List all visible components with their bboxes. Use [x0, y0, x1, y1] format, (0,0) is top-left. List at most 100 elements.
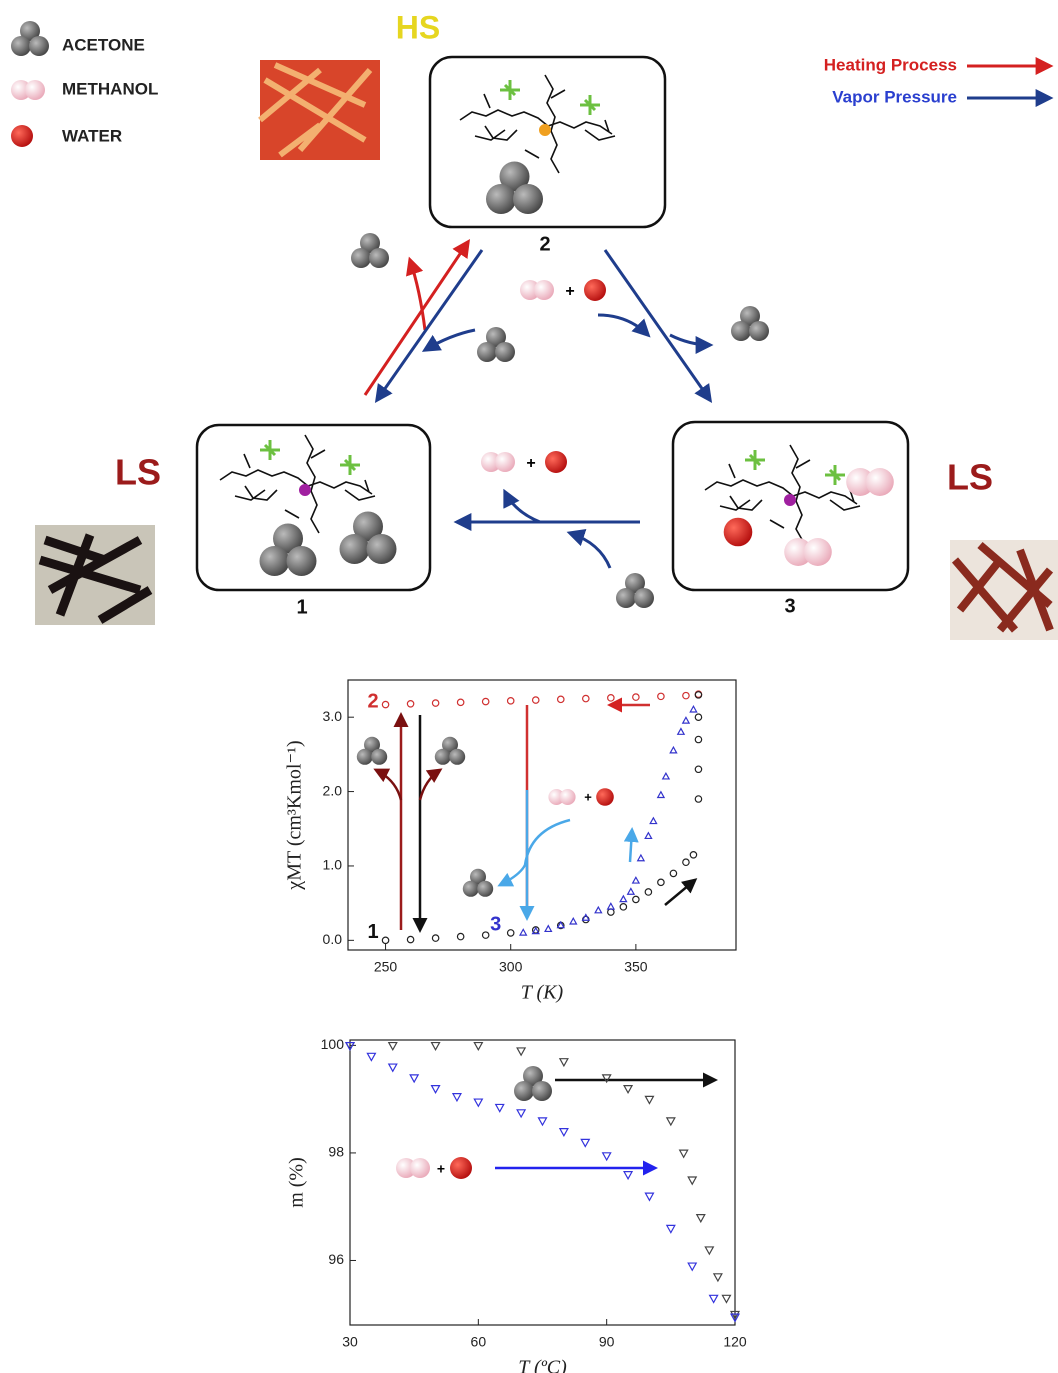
- data-point: [695, 796, 701, 802]
- annotation: 2: [367, 691, 378, 713]
- data-point: [457, 933, 463, 939]
- legend-methanol: METHANOL: [62, 79, 158, 98]
- methanol-icon: [481, 452, 515, 472]
- data-point: [382, 701, 388, 707]
- data-point: [645, 1193, 653, 1200]
- y-tick-label: 0.0: [323, 931, 343, 947]
- acetone-icon: [11, 21, 49, 56]
- plus-sign: +: [526, 455, 535, 472]
- data-point: [680, 1150, 688, 1157]
- data-point: [560, 1129, 568, 1136]
- data-point: [683, 717, 689, 723]
- legend-vapor: Vapor Pressure: [832, 87, 957, 106]
- data-point: [482, 932, 488, 938]
- methanol-icon: [846, 468, 894, 496]
- data-point: [645, 889, 651, 895]
- methanol-icon: [784, 538, 832, 566]
- data-point: [633, 694, 639, 700]
- metal-center: [539, 124, 551, 136]
- data-point: [432, 935, 438, 941]
- data-point: [508, 698, 514, 704]
- data-point: [608, 695, 614, 701]
- x-tick-label: 120: [723, 1334, 747, 1350]
- crystal-photo: [950, 540, 1058, 640]
- data-point: [670, 870, 676, 876]
- data-point: [407, 936, 413, 942]
- plus-sign: +: [565, 283, 574, 300]
- data-point: [608, 909, 614, 915]
- y-axis-label: χMT (cm³Kmol⁻¹): [284, 740, 306, 890]
- data-point: [389, 1064, 397, 1071]
- data-point: [670, 747, 676, 753]
- data-point: [520, 929, 526, 935]
- water-icon: [596, 788, 614, 806]
- data-point: [474, 1043, 482, 1050]
- complex-box: [430, 57, 665, 227]
- data-point: [517, 1110, 525, 1117]
- acetone-icon: [477, 327, 515, 362]
- data-point: [695, 714, 701, 720]
- methanol-icon: [11, 80, 45, 100]
- data-point: [663, 773, 669, 779]
- data-point: [474, 1099, 482, 1106]
- x-tick-label: 30: [342, 1334, 358, 1350]
- data-point: [367, 1053, 375, 1060]
- methanol-icon: [396, 1158, 430, 1178]
- data-point: [453, 1094, 461, 1101]
- data-point: [508, 930, 514, 936]
- y-tick-label: 3.0: [323, 708, 343, 724]
- data-point: [658, 792, 664, 798]
- data-point: [710, 1295, 718, 1302]
- acetone-icon: [514, 1066, 552, 1101]
- water-icon: [450, 1157, 472, 1179]
- data-point: [667, 1225, 675, 1232]
- x-tick-label: 90: [599, 1334, 615, 1350]
- acetone-icon: [463, 869, 493, 897]
- crystal-photo: [260, 60, 380, 160]
- data-point: [457, 699, 463, 705]
- x-tick-label: 350: [624, 959, 648, 975]
- data-point: [382, 937, 388, 943]
- data-point: [608, 903, 614, 909]
- data-point: [581, 1139, 589, 1146]
- metal-center: [784, 494, 796, 506]
- y-tick-label: 98: [328, 1144, 344, 1160]
- figure: ACETONE METHANOL WATER Heating Process V…: [0, 0, 1058, 1373]
- data-point: [496, 1104, 504, 1111]
- y-tick-label: 1.0: [323, 857, 343, 873]
- x-axis-label: T (ºC): [518, 1357, 567, 1373]
- data-point: [628, 888, 634, 894]
- data-point: [683, 692, 689, 698]
- data-point: [624, 1086, 632, 1093]
- x-tick-label: 250: [374, 959, 398, 975]
- data-point: [658, 879, 664, 885]
- data-point: [432, 1043, 440, 1050]
- data-point: [658, 693, 664, 699]
- acetone-icon: [357, 737, 387, 765]
- methanol-icon: [520, 280, 554, 300]
- data-point: [645, 833, 651, 839]
- data-point: [714, 1274, 722, 1281]
- data-point: [650, 818, 656, 824]
- data-point: [678, 729, 684, 735]
- data-point: [583, 914, 589, 920]
- data-point: [690, 852, 696, 858]
- y-tick-label: 100: [321, 1036, 345, 1052]
- data-point: [570, 918, 576, 924]
- data-point: [683, 859, 689, 865]
- legend-acetone: ACETONE: [62, 35, 145, 54]
- compound-label: 2: [539, 233, 550, 255]
- plot-frame: [348, 680, 736, 950]
- data-point: [620, 896, 626, 902]
- data-point: [545, 926, 551, 932]
- water-icon: [724, 518, 753, 547]
- data-point: [697, 1215, 705, 1222]
- data-point: [595, 907, 601, 913]
- data-point: [690, 706, 696, 712]
- data-point: [407, 701, 413, 707]
- data-point: [558, 696, 564, 702]
- plus-sign: +: [584, 789, 592, 804]
- chart-arrows: [376, 705, 695, 930]
- data-point: [645, 1096, 653, 1103]
- methanol-icon: [548, 789, 575, 805]
